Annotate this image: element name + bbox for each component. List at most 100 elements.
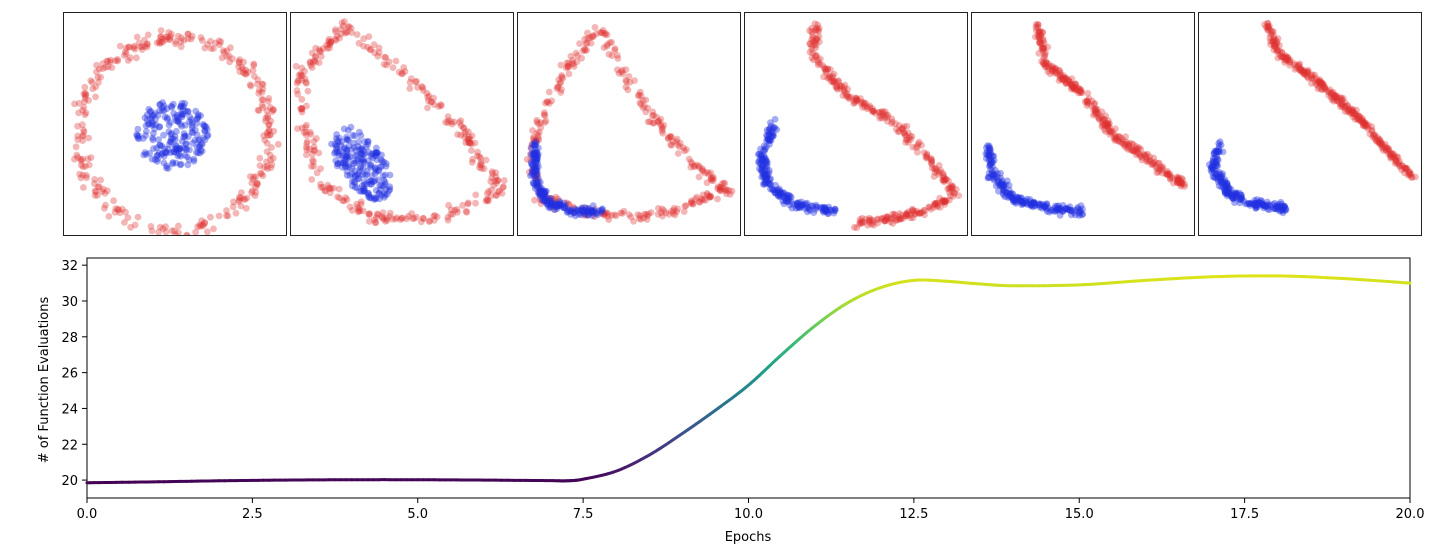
scatter-point-red xyxy=(908,207,916,215)
scatter-point-blue xyxy=(1228,193,1235,201)
scatter-point-red xyxy=(716,183,724,191)
scatter-point-blue xyxy=(535,163,542,171)
scatter-point-blue xyxy=(1237,191,1245,199)
scatter-point-red xyxy=(1385,150,1392,158)
scatter-point-blue xyxy=(769,132,777,140)
scatter-point-blue xyxy=(180,144,187,152)
scatter-point-blue xyxy=(823,206,831,214)
scatter-point-red xyxy=(880,108,887,116)
scatter-point-red xyxy=(1303,71,1311,79)
scatter-point-red xyxy=(1092,110,1100,118)
scatter-point-blue xyxy=(762,160,769,168)
scatter-point-red xyxy=(442,118,449,126)
scatter-point-red xyxy=(940,178,948,186)
scatter-point-blue xyxy=(1223,180,1230,188)
scatter-point-red xyxy=(553,201,560,209)
scatter-point-blue xyxy=(792,205,800,212)
scatter-point-red xyxy=(327,38,335,45)
scatter-point-red xyxy=(866,214,873,222)
scatter-point-red xyxy=(417,218,425,226)
scatter-point-red xyxy=(717,185,724,193)
scatter-point-blue xyxy=(784,193,792,201)
scatter-point-blue xyxy=(375,190,383,198)
scatter-point-red xyxy=(1388,153,1396,161)
scatter-point-red xyxy=(357,200,365,208)
scatter-point-red xyxy=(1106,120,1113,127)
scatter-point-blue xyxy=(765,167,773,174)
scatter-point-blue xyxy=(1223,186,1231,193)
scatter-point-blue xyxy=(1217,177,1224,185)
scatter-point-red xyxy=(319,45,327,52)
scatter-point-blue xyxy=(1237,196,1245,203)
scatter-point-red xyxy=(157,38,165,46)
scatter-point-red xyxy=(1282,52,1290,60)
scatter-point-blue xyxy=(350,144,358,151)
scatter-point-red xyxy=(636,212,644,220)
scatter-point-red xyxy=(1034,32,1042,40)
scatter-point-red xyxy=(1283,56,1290,64)
scatter-point-red xyxy=(1360,121,1367,129)
scatter-point-blue xyxy=(1252,202,1260,210)
scatter-point-red xyxy=(197,34,205,41)
scatter-point-red xyxy=(266,131,273,139)
scatter-point-blue xyxy=(579,206,587,214)
scatter-point-red xyxy=(1266,34,1274,42)
scatter-point-red xyxy=(934,199,941,207)
scatter-point-blue xyxy=(598,208,606,216)
scatter-point-red xyxy=(877,112,884,120)
scatter-point-red xyxy=(722,186,730,194)
scatter-point-blue xyxy=(533,180,541,188)
scatter-point-blue xyxy=(758,157,766,165)
scatter-point-red xyxy=(582,40,590,48)
scatter-point-blue xyxy=(192,107,200,115)
scatter-point-red xyxy=(1333,92,1341,100)
scatter-point-red xyxy=(1093,108,1101,116)
scatter-point-blue xyxy=(1274,201,1282,208)
scatter-point-red xyxy=(1391,160,1399,167)
scatter-point-red xyxy=(254,80,261,88)
scatter-point-red xyxy=(532,174,540,182)
scatter-point-red xyxy=(931,200,939,208)
scatter-point-red xyxy=(476,164,483,171)
scatter-point-red xyxy=(851,99,859,106)
scatter-point-red xyxy=(869,105,876,113)
scatter-point-red xyxy=(1067,85,1075,93)
scatter-point-red xyxy=(1325,88,1333,96)
scatter-point-blue xyxy=(554,201,562,209)
scatter-point-red xyxy=(1071,80,1078,88)
scatter-point-blue xyxy=(1217,174,1224,181)
scatter-point-red xyxy=(909,207,917,214)
scatter-point-blue xyxy=(160,159,168,167)
scatter-point-red xyxy=(405,212,412,220)
scatter-point-red xyxy=(92,93,99,101)
scatter-point-red xyxy=(1362,119,1369,127)
scatter-point-red xyxy=(533,138,540,146)
scatter-point-red xyxy=(1376,138,1384,146)
scatter-point-blue xyxy=(168,130,176,138)
scatter-point-red xyxy=(212,39,219,47)
scatter-point-blue xyxy=(1004,189,1012,197)
scatter-point-red xyxy=(103,57,111,65)
scatter-point-blue xyxy=(761,181,768,188)
scatter-point-red xyxy=(1333,93,1340,101)
scatter-point-red xyxy=(346,203,354,211)
scatter-point-blue xyxy=(1223,187,1230,195)
scatter-point-blue xyxy=(818,203,825,211)
scatter-point-red xyxy=(646,118,654,125)
scatter-point-blue xyxy=(1030,199,1038,207)
scatter-point-blue xyxy=(358,182,366,190)
scatter-point-red xyxy=(687,158,695,166)
scatter-point-red xyxy=(1347,105,1355,113)
scatter-point-red xyxy=(1396,162,1403,169)
scatter-point-blue xyxy=(772,189,780,197)
scatter-point-red xyxy=(1308,80,1315,87)
scatter-point-blue xyxy=(757,155,764,163)
scatter-point-red xyxy=(293,79,301,87)
scatter-point-blue xyxy=(134,125,142,133)
scatter-point-blue xyxy=(144,120,152,128)
scatter-point-red xyxy=(1157,163,1164,170)
scatter-point-blue xyxy=(1221,176,1229,184)
scatter-point-blue xyxy=(172,148,180,156)
scatter-point-red xyxy=(1271,41,1278,48)
scatter-point-blue xyxy=(370,178,378,186)
